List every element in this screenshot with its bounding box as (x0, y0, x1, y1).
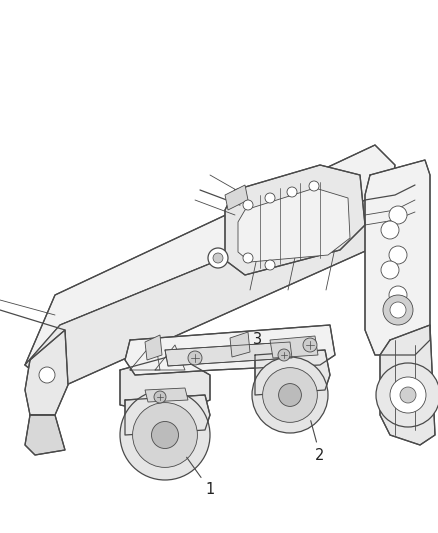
Polygon shape (120, 355, 210, 415)
Text: 3: 3 (254, 333, 262, 348)
Polygon shape (230, 332, 250, 357)
Polygon shape (238, 188, 350, 262)
Circle shape (309, 181, 319, 191)
Polygon shape (25, 145, 395, 365)
Polygon shape (270, 336, 318, 358)
Polygon shape (255, 350, 330, 395)
Circle shape (243, 200, 253, 210)
Circle shape (263, 368, 318, 422)
Circle shape (265, 260, 275, 270)
Polygon shape (25, 415, 65, 455)
Circle shape (390, 302, 406, 318)
Circle shape (381, 221, 399, 239)
Polygon shape (380, 325, 435, 445)
Circle shape (243, 253, 253, 263)
Polygon shape (365, 160, 430, 355)
Text: 2: 2 (311, 421, 325, 463)
Polygon shape (225, 165, 365, 275)
Circle shape (389, 206, 407, 224)
Circle shape (279, 384, 301, 406)
Polygon shape (145, 335, 162, 360)
Circle shape (389, 246, 407, 264)
Circle shape (390, 377, 426, 413)
Circle shape (252, 357, 328, 433)
Circle shape (152, 422, 179, 448)
Polygon shape (155, 345, 185, 370)
Circle shape (265, 193, 275, 203)
Circle shape (278, 349, 290, 361)
Text: 1: 1 (187, 457, 215, 497)
Circle shape (383, 295, 413, 325)
Circle shape (133, 402, 198, 467)
Polygon shape (125, 325, 335, 375)
Polygon shape (225, 185, 248, 210)
Polygon shape (25, 330, 68, 415)
Polygon shape (25, 190, 395, 390)
Polygon shape (165, 342, 292, 366)
Circle shape (376, 363, 438, 427)
Polygon shape (125, 395, 210, 435)
Circle shape (154, 391, 166, 403)
Circle shape (287, 187, 297, 197)
Circle shape (381, 261, 399, 279)
Circle shape (303, 338, 317, 352)
Circle shape (400, 387, 416, 403)
Circle shape (208, 248, 228, 268)
Circle shape (39, 367, 55, 383)
Polygon shape (130, 340, 160, 370)
Circle shape (120, 390, 210, 480)
Circle shape (389, 286, 407, 304)
Circle shape (188, 351, 202, 365)
Circle shape (213, 253, 223, 263)
Polygon shape (145, 388, 188, 402)
